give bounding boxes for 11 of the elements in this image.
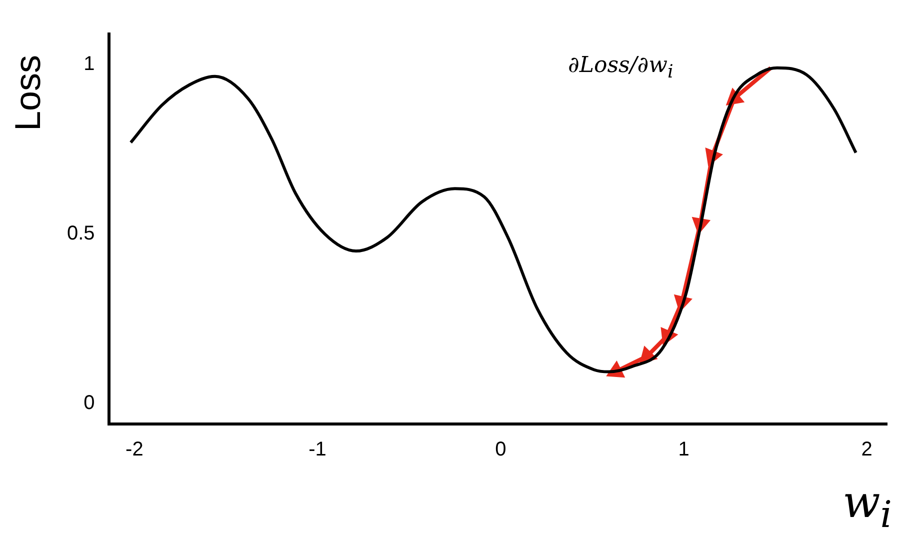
y-tick-label: 0: [84, 392, 95, 414]
y-tick-label: 1: [84, 53, 95, 76]
x-tick-label: -2: [126, 438, 144, 461]
x-tick-label: 0: [495, 438, 506, 461]
x-tick-label: 2: [861, 438, 872, 461]
x-tick-label: -1: [308, 438, 326, 461]
annotation: ∂Loss/∂w$_{i}$: [568, 53, 674, 82]
x-axis-title: w$_{i}$: [842, 477, 892, 536]
x-tick-label: 1: [678, 438, 690, 461]
y-tick-label: 0.5: [66, 222, 95, 245]
y-axis-title: Loss: [7, 54, 49, 132]
